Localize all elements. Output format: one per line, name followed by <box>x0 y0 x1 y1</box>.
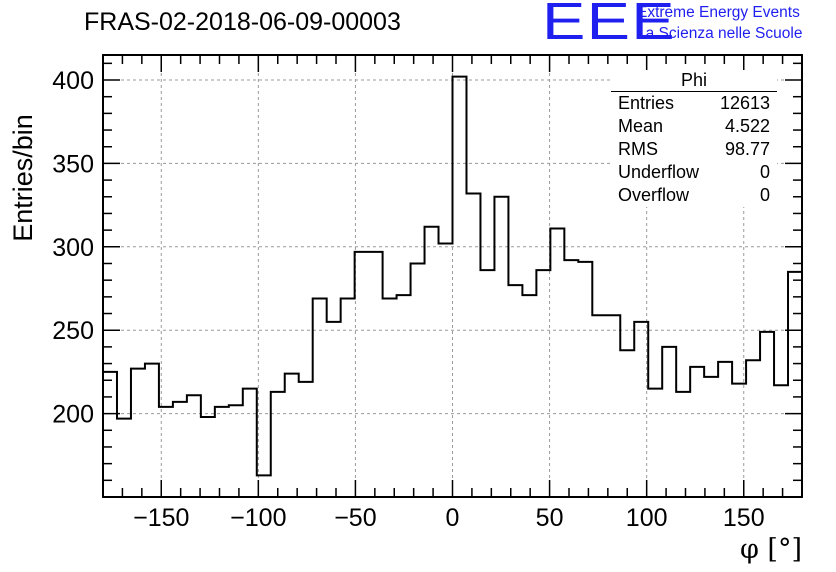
stats-row-entries: Entries 12613 <box>611 92 777 115</box>
stats-label: Mean <box>618 116 664 136</box>
logo-tagline-1: Extreme Energy Events <box>637 4 800 21</box>
x-tick-label: −150 <box>133 504 189 532</box>
y-tick-label: 400 <box>52 67 94 95</box>
tick-labels: −150 −100 −50 0 50 100 150 200 250 300 350 400 <box>52 67 764 532</box>
y-tick-label: 350 <box>52 150 94 178</box>
stats-row-rms: RMS 98.77 <box>611 138 777 161</box>
y-tick-label: 200 <box>52 401 94 429</box>
y-tick-label: 300 <box>52 234 94 262</box>
x-tick-label: 0 <box>446 504 460 532</box>
x-tick-label: 50 <box>536 504 564 532</box>
eee-logo: EEE <box>542 0 676 51</box>
stats-row-mean: Mean 4.522 <box>611 115 777 138</box>
stats-value: 0 <box>759 162 770 182</box>
x-tick-label: 150 <box>723 504 765 532</box>
axis-ticks <box>103 55 802 497</box>
stats-title: Phi <box>611 70 777 92</box>
histogram-line <box>103 75 802 477</box>
chart-title: FRAS-02-2018-06-09-00003 <box>84 8 401 36</box>
x-tick-label: −50 <box>334 504 376 532</box>
stats-value: 12613 <box>719 93 770 113</box>
logo-tagline-2: La Scienza nelle Scuole <box>637 25 803 42</box>
stats-label: Entries <box>618 93 675 113</box>
stats-value: 98.77 <box>724 139 770 159</box>
y-axis-label: Entries/bin <box>8 114 38 242</box>
stats-label: Overflow <box>618 185 690 205</box>
stats-label: RMS <box>618 139 658 159</box>
x-tick-label: 100 <box>626 504 668 532</box>
stats-value: 0 <box>759 185 770 205</box>
x-axis-label: φ [°] <box>740 534 802 565</box>
stats-label: Underflow <box>618 162 700 182</box>
x-tick-label: −100 <box>230 504 286 532</box>
stats-row-overflow: Overflow 0 <box>611 184 777 207</box>
y-tick-label: 250 <box>52 317 94 345</box>
stats-row-underflow: Underflow 0 <box>611 161 777 184</box>
stats-value: 4.522 <box>724 116 770 136</box>
stats-box: Phi Entries 12613 Mean 4.522 RMS 98.77 U… <box>611 70 777 207</box>
